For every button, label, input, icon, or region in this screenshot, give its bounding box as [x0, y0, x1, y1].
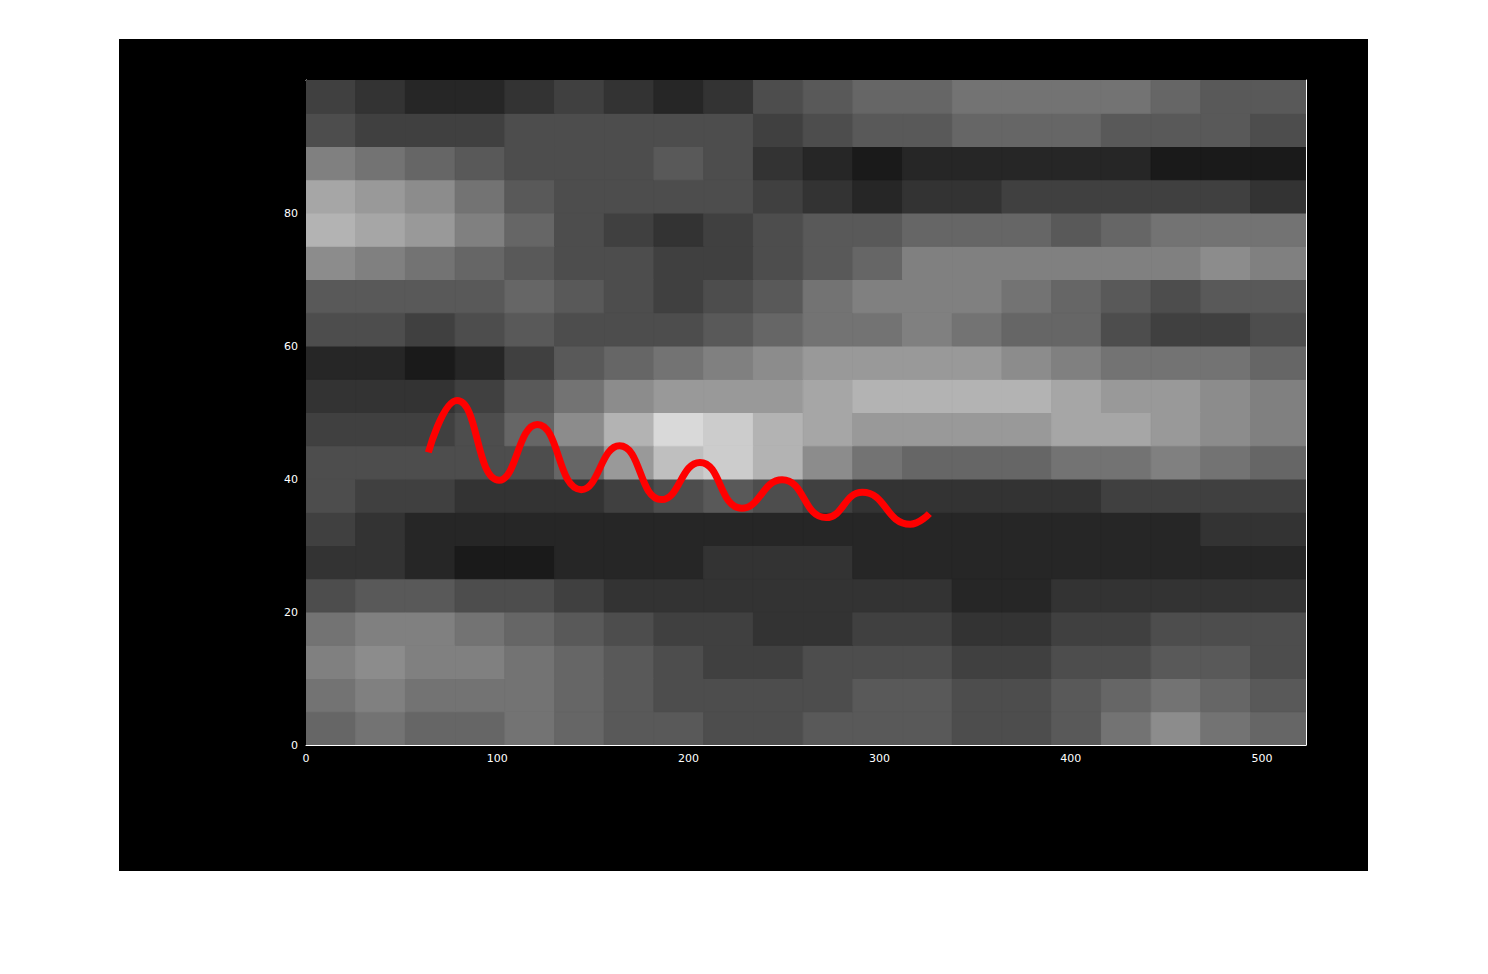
- svg-text:60: 60: [284, 340, 298, 353]
- svg-text:80: 80: [284, 207, 298, 220]
- svg-text:500: 500: [1252, 752, 1273, 765]
- svg-text:20: 20: [284, 606, 298, 619]
- svg-text:0: 0: [291, 739, 298, 752]
- svg-text:200: 200: [678, 752, 699, 765]
- svg-text:300: 300: [869, 752, 890, 765]
- svg-text:0: 0: [303, 752, 310, 765]
- svg-text:400: 400: [1060, 752, 1081, 765]
- svg-text:40: 40: [284, 473, 298, 486]
- svg-text:100: 100: [487, 752, 508, 765]
